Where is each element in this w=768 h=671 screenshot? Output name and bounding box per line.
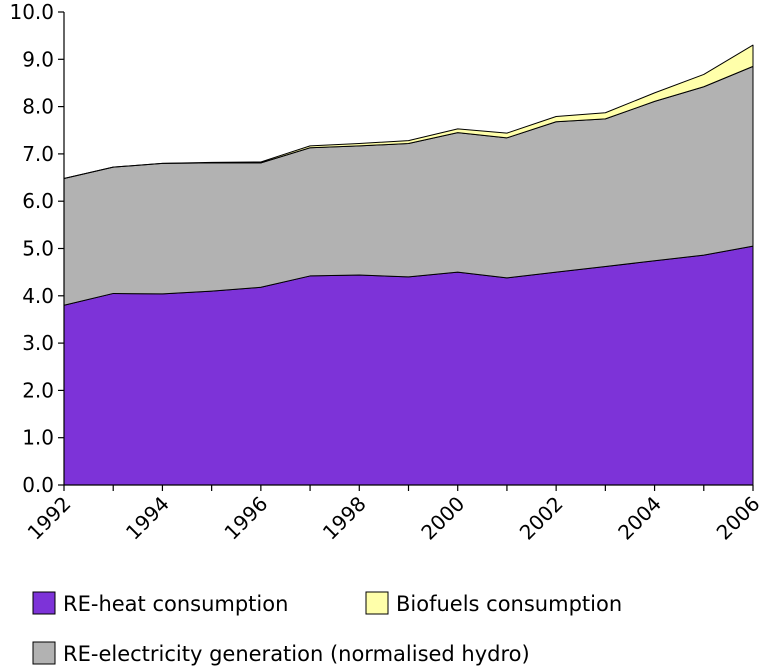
- legend-label-biofuels-consumption: Biofuels consumption: [396, 592, 622, 616]
- y-tick-label: 6.0: [22, 189, 54, 213]
- x-tick-label: 1992: [23, 492, 76, 545]
- legend-label-re-electricity-generation-normalised-hydro: RE-electricity generation (normalised hy…: [63, 642, 530, 666]
- legend-swatch-re-electricity-generation-normalised-hydro: [32, 641, 56, 665]
- y-tick-label: 3.0: [22, 331, 54, 355]
- x-tick-label: 2006: [712, 492, 765, 545]
- x-tick-label: 1996: [219, 492, 272, 545]
- series-area-biofuels-consumption: [63, 44, 754, 179]
- y-tick-label: 1.0: [22, 426, 54, 450]
- y-tick-label: 7.0: [22, 142, 54, 166]
- x-tick-label: 2004: [613, 492, 666, 545]
- y-tick-label: 10.0: [9, 0, 54, 24]
- x-tick-label: 2002: [515, 492, 568, 545]
- legend-swatch-re-heat-consumption: [32, 591, 56, 615]
- y-tick-label: 4.0: [22, 284, 54, 308]
- x-tick-label: 2000: [416, 492, 469, 545]
- x-tick-label: 1998: [318, 492, 371, 545]
- y-tick-label: 0.0: [22, 473, 54, 497]
- y-tick-label: 8.0: [22, 95, 54, 119]
- legend: RE-heat consumption Biofuels consumption R…: [32, 591, 622, 666]
- plot-area: [63, 44, 754, 486]
- y-tick-label: 2.0: [22, 378, 54, 402]
- x-tick-label: 1994: [121, 492, 174, 545]
- legend-swatch-biofuels-consumption: [365, 591, 389, 615]
- y-tick-label: 9.0: [22, 47, 54, 71]
- y-tick-label: 5.0: [22, 237, 54, 261]
- legend-label-re-heat-consumption: RE-heat consumption: [63, 592, 288, 616]
